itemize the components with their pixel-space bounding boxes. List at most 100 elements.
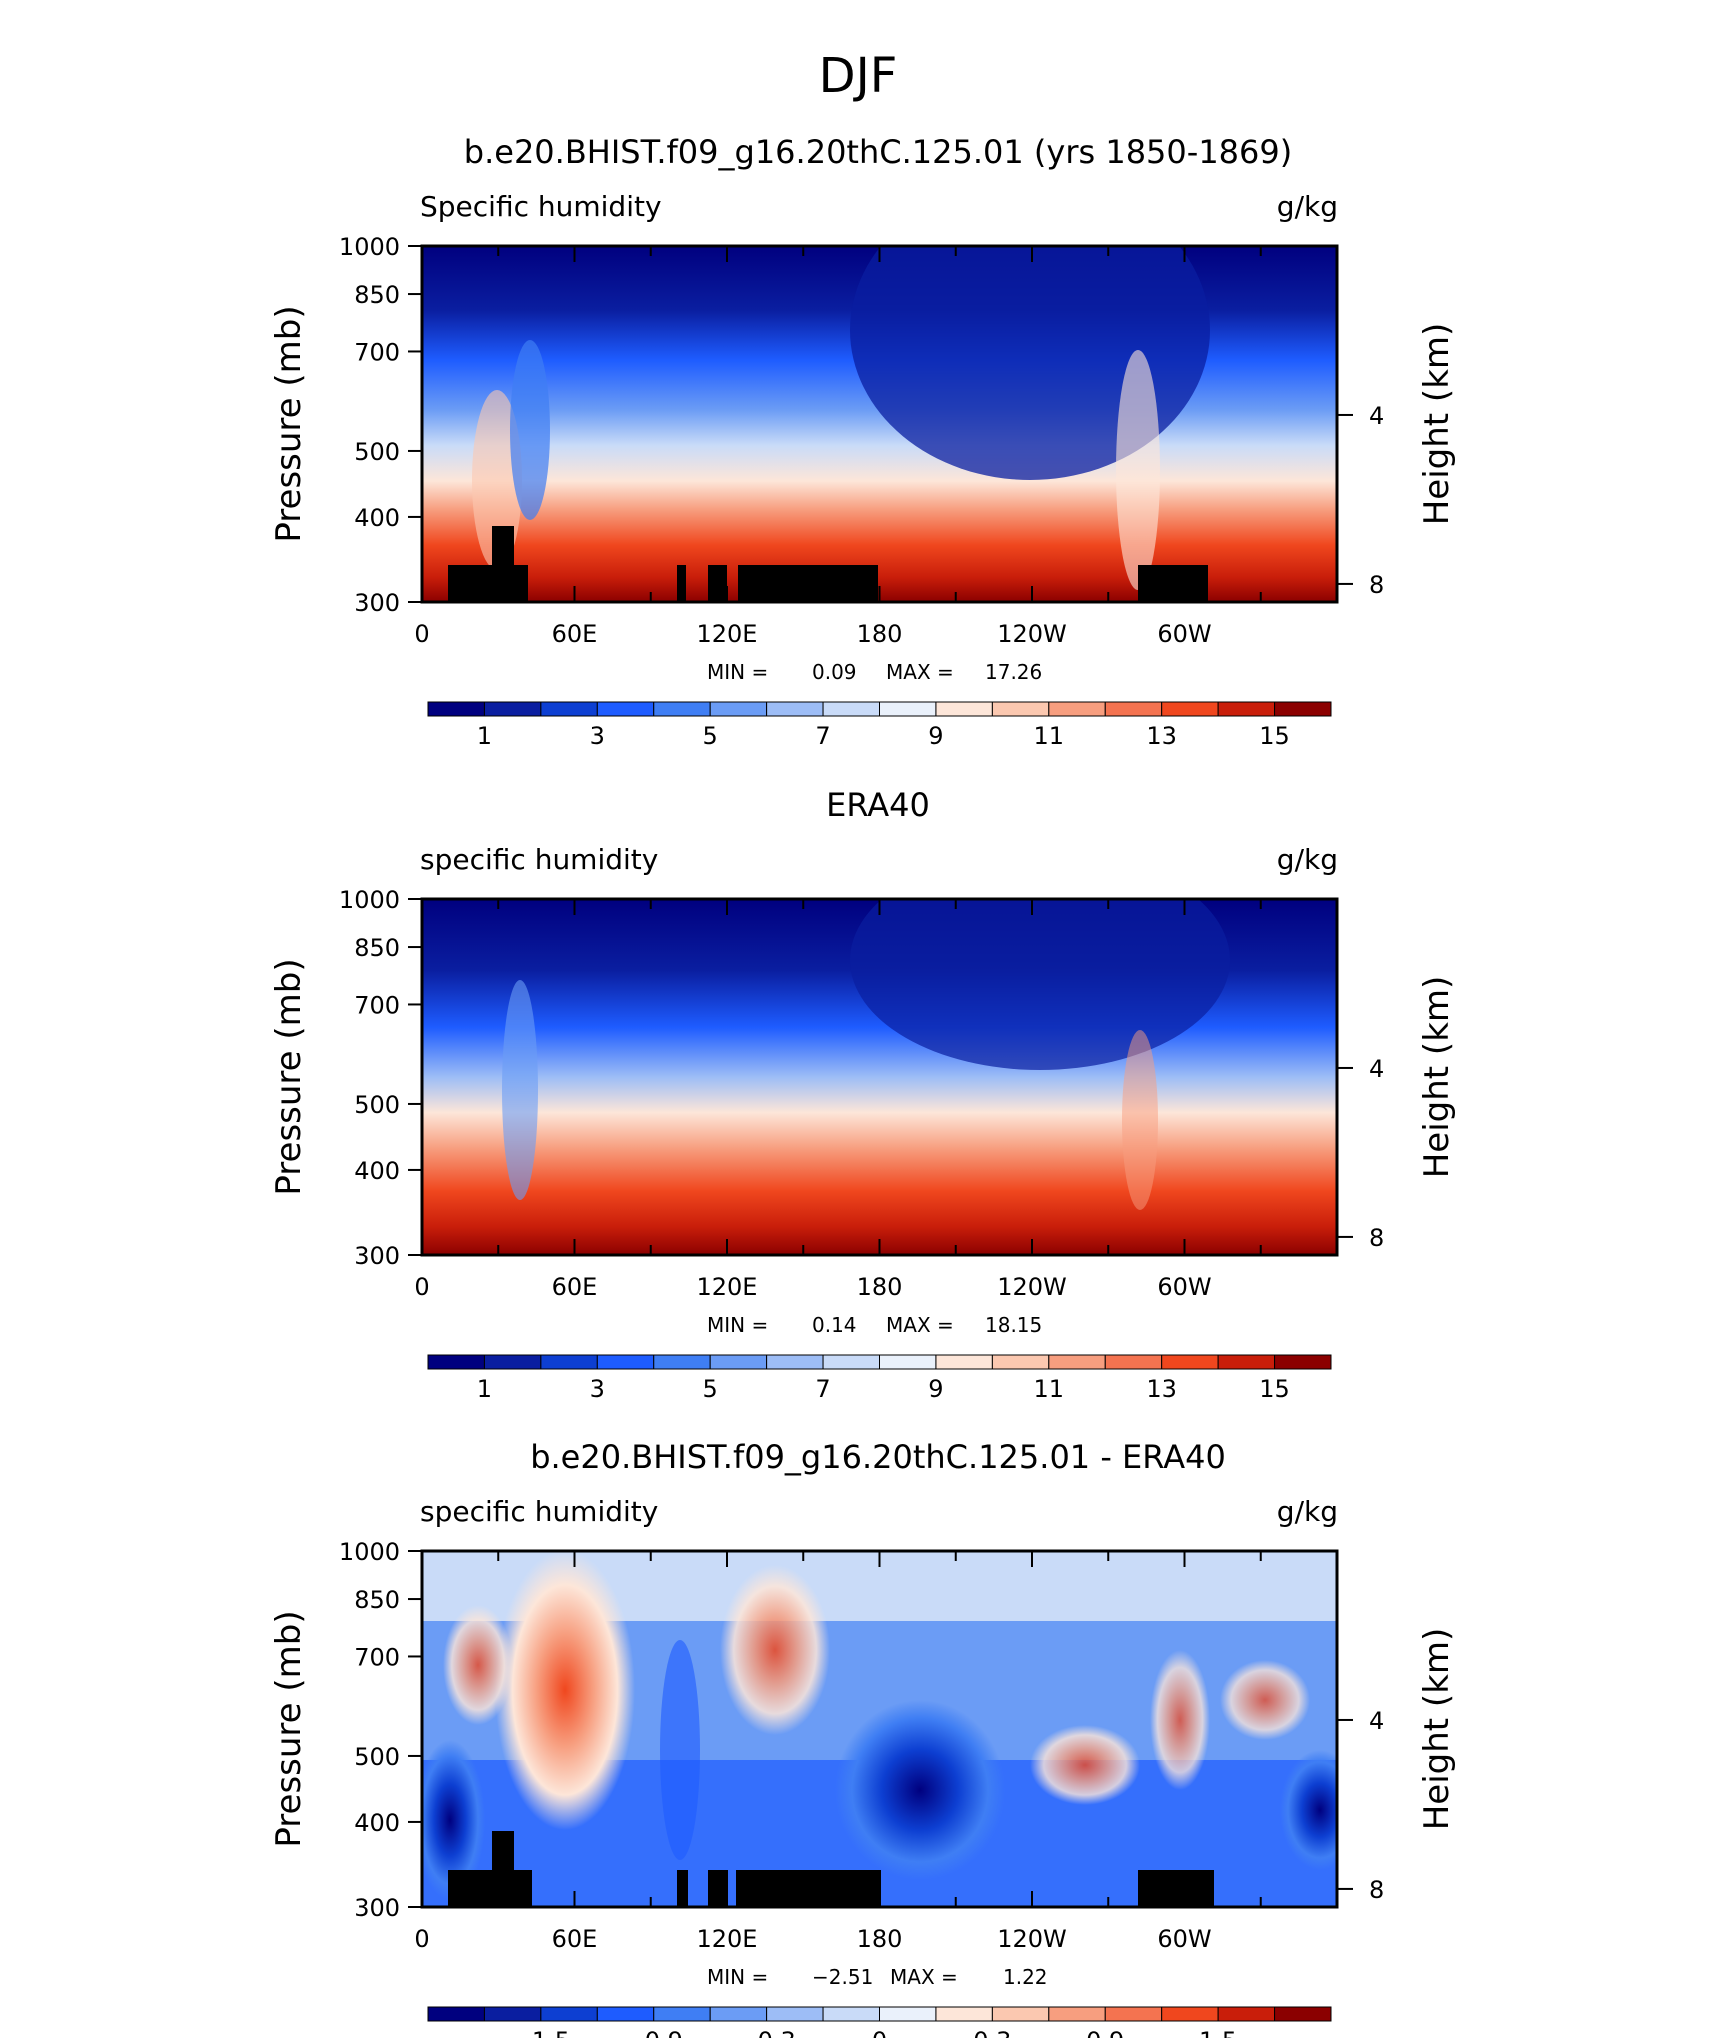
panel-1-topo-block <box>677 565 686 602</box>
colorbar-swatch <box>709 701 768 717</box>
panel-3-cold-anomaly-160w <box>835 1700 1005 1880</box>
x-tick-label: 0 <box>414 620 429 648</box>
colorbar-swatch <box>1104 2006 1163 2022</box>
page-title: DJF <box>819 48 898 104</box>
x-tick-label: 60W <box>1157 620 1211 648</box>
x-tick-label: 60W <box>1157 1925 1211 1953</box>
panel-1-topo-block <box>492 526 514 566</box>
panel-3-topo-block <box>708 1870 728 1907</box>
panel-3-topo-block <box>492 1831 514 1871</box>
colorbar-swatch <box>483 701 542 717</box>
x-tick-label: 120W <box>997 1273 1067 1301</box>
y-tick-label: 400 <box>354 1157 400 1185</box>
colorbar-swatch <box>822 701 880 717</box>
panel-3-contour-field <box>422 1551 1337 1907</box>
colorbar-swatch <box>1104 701 1163 717</box>
panel-2-y2-axis-label: Height (km) <box>1417 976 1457 1179</box>
panel-3-units-label: g/kg <box>1277 1495 1338 1528</box>
y-tick-label: 500 <box>354 1743 400 1771</box>
colorbar-swatch <box>427 701 485 717</box>
x-tick-label: 0 <box>414 1273 429 1301</box>
y-tick-label: 400 <box>354 504 400 532</box>
panel-3: b.e20.BHIST.f09_g16.20thC.125.01 - ERA40… <box>269 1438 1457 2038</box>
y-tick-label: 500 <box>354 438 400 466</box>
colorbar-label: −1.5 <box>512 2027 570 2038</box>
panel-1-axes: 0 60E 120E 180 120W 60W 300 400 500 700 850 1000 8 4 <box>339 233 1384 648</box>
x-tick-label: 60W <box>1157 1273 1211 1301</box>
panel-2-min-value: 0.14 <box>812 1313 857 1337</box>
y2-tick-label: 4 <box>1369 402 1384 430</box>
colorbar-swatch <box>1217 2006 1276 2022</box>
y-tick-label: 1000 <box>339 1538 400 1566</box>
colorbar-swatch <box>709 1354 768 1370</box>
colorbar-swatch <box>1274 701 1332 717</box>
colorbar-swatch <box>1048 1354 1106 1370</box>
x-tick-label: 180 <box>857 620 903 648</box>
panel-3-min-value: −2.51 <box>812 1965 873 1989</box>
panel-2-max-label: MAX = <box>886 1313 954 1337</box>
panel-3-title: b.e20.BHIST.f09_g16.20thC.125.01 - ERA40 <box>530 1438 1226 1476</box>
colorbar-swatch <box>879 701 937 717</box>
panel-2-max-value: 18.15 <box>985 1313 1042 1337</box>
panel-1-variable-label: Specific humidity <box>420 190 662 223</box>
colorbar-swatch <box>596 701 655 717</box>
y-tick-label: 700 <box>354 991 400 1019</box>
colorbar-swatch <box>1217 1354 1276 1370</box>
colorbar-label: 5 <box>703 1375 718 1403</box>
colorbar-swatch <box>653 2006 711 2022</box>
panel-3-topo-block <box>736 1870 881 1907</box>
colorbar-swatch <box>991 2006 1050 2022</box>
colorbar-label: 9 <box>928 1375 943 1403</box>
colorbar-label: 15 <box>1259 722 1290 750</box>
y2-tick-label: 8 <box>1369 571 1384 599</box>
panel-2-axes: 0 60E 120E 180 120W 60W 300 400 500 700 850 1000 8 4 <box>339 886 1384 1301</box>
colorbar-swatch <box>991 701 1050 717</box>
panel-3-max-label: MAX = <box>890 1965 958 1989</box>
x-tick-label: 120E <box>697 620 758 648</box>
panel-3-warm-anomaly-120e <box>720 1565 830 1735</box>
panel-3-axes: 0 60E 120E 180 120W 60W 300 400 500 700 850 1000 8 4 <box>339 1538 1384 1953</box>
panel-2-min-label: MIN = <box>707 1313 768 1337</box>
x-tick-label: 180 <box>857 1925 903 1953</box>
panel-3-warm-anomaly-60e <box>495 1551 635 1830</box>
panel-1-max-label: MAX = <box>886 660 954 684</box>
y-tick-label: 400 <box>354 1809 400 1837</box>
y-tick-label: 850 <box>354 281 400 309</box>
panel-1-min-value: 0.09 <box>812 660 857 684</box>
colorbar-swatch <box>1217 701 1276 717</box>
colorbar-swatch <box>1048 701 1106 717</box>
panel-1-y2-axis-label: Height (km) <box>1417 323 1457 526</box>
panel-3-min-label: MIN = <box>707 1965 768 1989</box>
colorbar-swatch <box>540 2006 598 2022</box>
x-tick-label: 60E <box>552 1925 598 1953</box>
panel-1-max-value: 17.26 <box>985 660 1042 684</box>
colorbar-label: 0.9 <box>1086 2027 1124 2038</box>
panel-1-topo-block <box>708 565 727 602</box>
x-tick-label: 180 <box>857 1273 903 1301</box>
y-tick-label: 700 <box>354 338 400 366</box>
colorbar-swatch <box>991 1354 1050 1370</box>
y-tick-label: 300 <box>354 1894 400 1922</box>
x-tick-label: 0 <box>414 1925 429 1953</box>
panel-3-topo-block <box>448 1870 532 1907</box>
panel-2-contour-field <box>422 899 1337 1255</box>
panel-2-moist-plume-60w <box>1122 1030 1158 1210</box>
colorbar-swatch <box>1274 1354 1332 1370</box>
y-tick-label: 850 <box>354 934 400 962</box>
colorbar-label: 9 <box>928 722 943 750</box>
colorbar-label: 1 <box>477 722 492 750</box>
colorbar-swatch <box>935 701 993 717</box>
y2-tick-label: 4 <box>1369 1055 1384 1083</box>
panel-1-contour-field <box>422 246 1337 602</box>
panel-3-warm-anomaly-30w <box>1220 1660 1310 1740</box>
panel-1-min-label: MIN = <box>707 660 768 684</box>
colorbar-swatch <box>935 1354 993 1370</box>
x-tick-label: 120W <box>997 620 1067 648</box>
colorbar-swatch <box>596 2006 655 2022</box>
panel-3-cold-anomaly-0w <box>1280 1750 1337 1870</box>
panel-3-topo-block <box>1138 1870 1214 1907</box>
colorbar-swatch <box>1161 2006 1219 2022</box>
panel-2-variable-label: specific humidity <box>420 843 658 876</box>
panel-1: b.e20.BHIST.f09_g16.20thC.125.01 (yrs 18… <box>269 133 1457 750</box>
colorbar-label: −0.9 <box>625 2027 683 2038</box>
